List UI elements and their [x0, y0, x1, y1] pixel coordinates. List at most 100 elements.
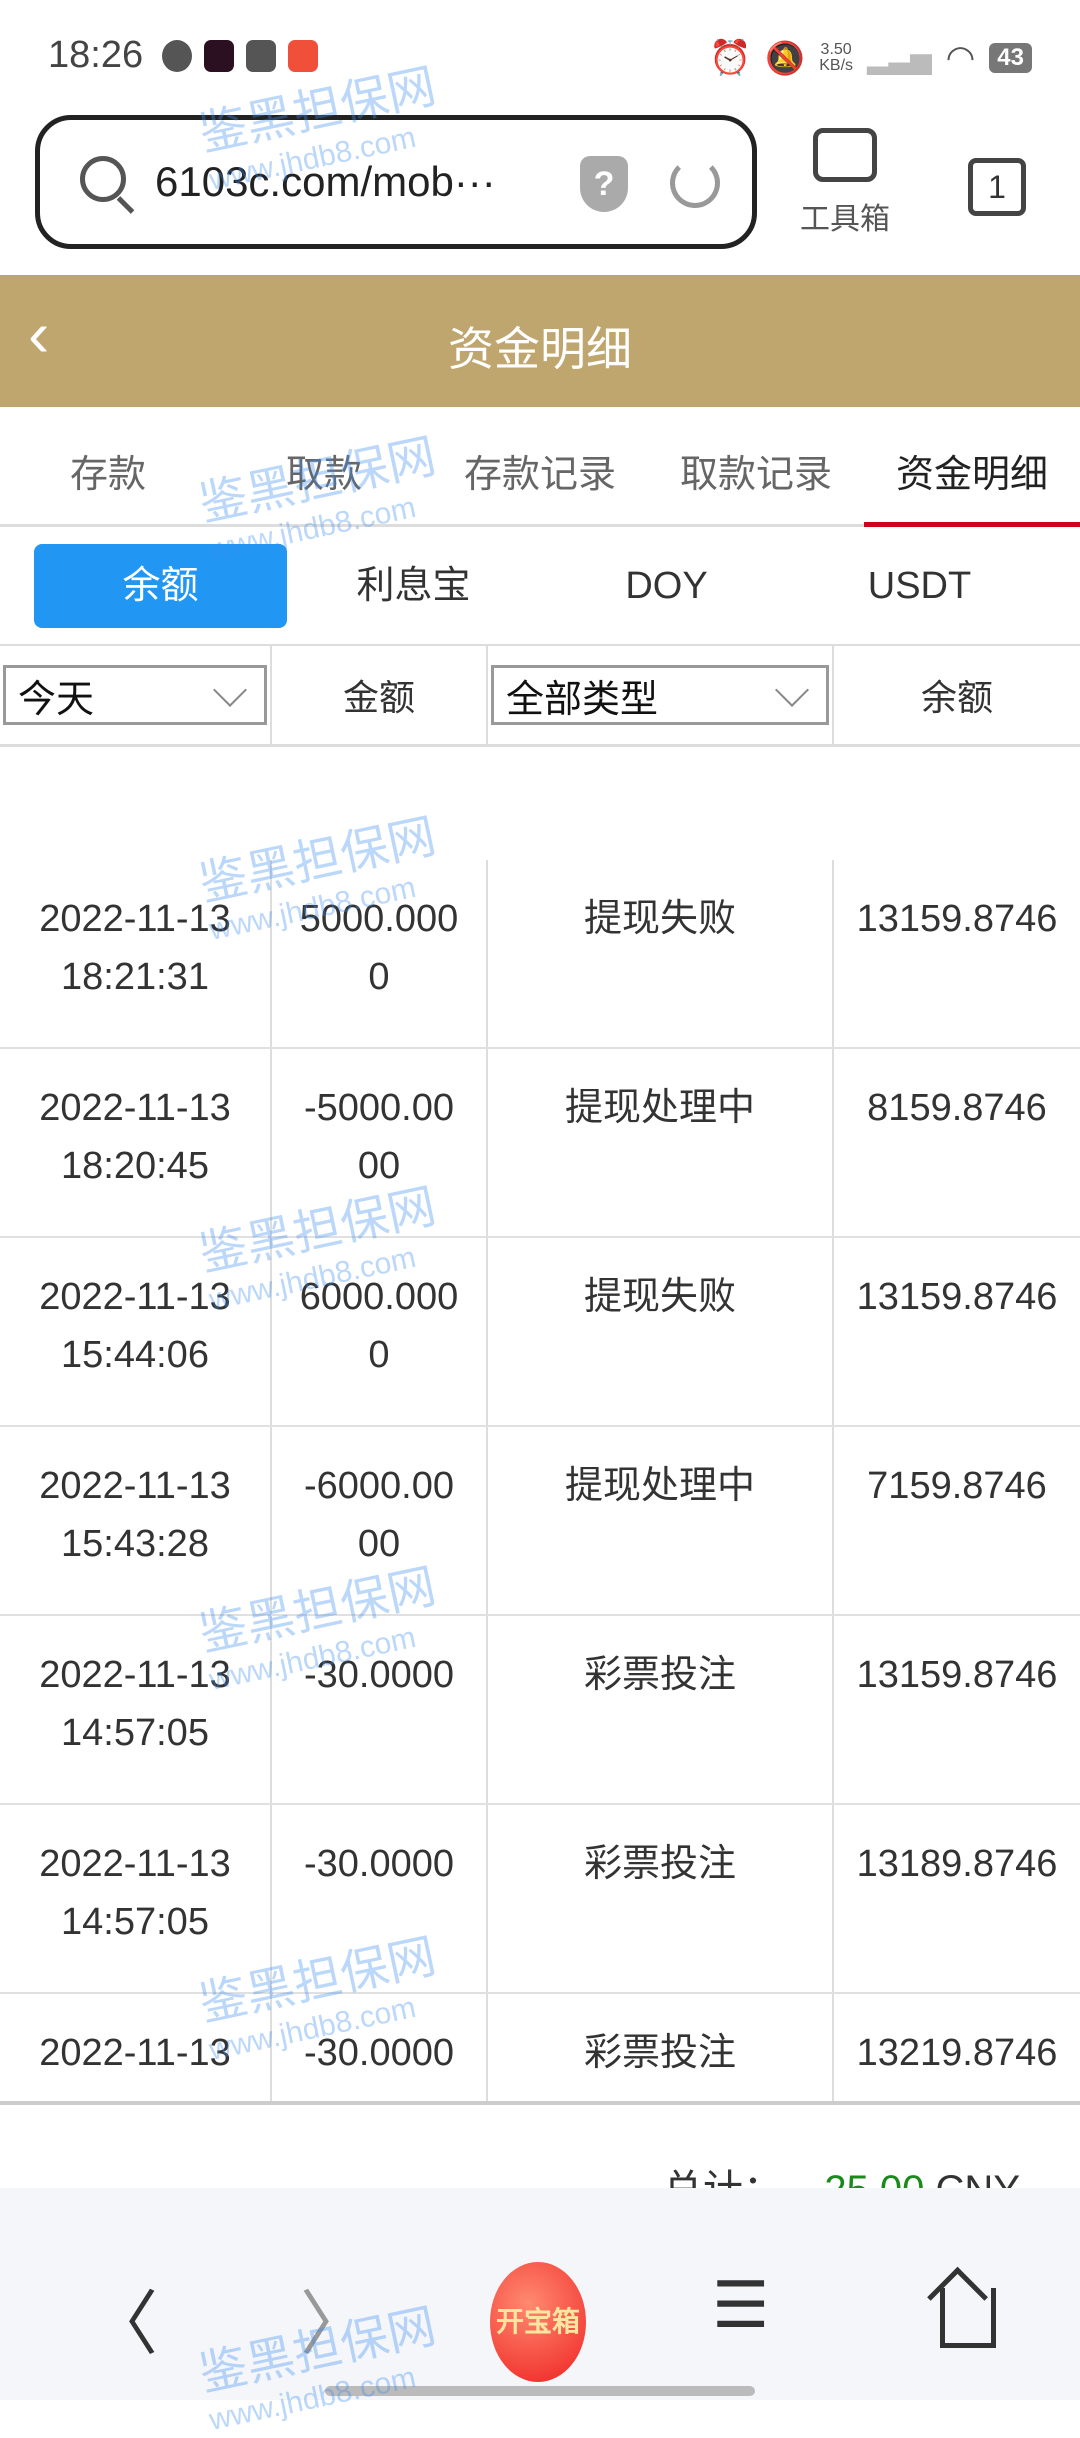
record-datetime: 2022-11-13 14:57:05 — [0, 1616, 272, 1803]
security-shield-icon[interactable]: ? — [580, 156, 628, 212]
record-datetime: 2022-11-13 — [0, 1994, 272, 2101]
table-row: 2022-11-13 15:43:28 -6000.0000 提现处理中 7159… — [0, 1427, 1080, 1616]
type-select[interactable]: 全部类型 — [491, 665, 829, 725]
record-date: 2022-11-13 — [39, 1087, 231, 1129]
notification-icons — [162, 40, 318, 72]
speed-icon — [162, 40, 192, 72]
home-icon[interactable] — [940, 2288, 996, 2348]
record-type: 提现失败 — [488, 1238, 834, 1425]
record-date: 2022-11-13 — [39, 1465, 231, 1507]
record-date: 2022-11-13 — [39, 1654, 231, 1696]
record-amount: 5000.0000 — [299, 898, 459, 998]
chevron-down-icon — [775, 673, 809, 707]
record-amount-cell: -30.0000 — [272, 1805, 488, 1992]
record-amount: -30.0000 — [303, 1843, 454, 1885]
record-balance: 13189.8746 — [856, 1843, 1058, 1885]
record-balance: 13219.8746 — [856, 2032, 1058, 2074]
record-balance: 8159.8746 — [867, 1087, 1047, 1129]
subtab-interest[interactable]: 利息宝 — [356, 564, 471, 607]
date-select[interactable]: 今天 — [3, 665, 267, 725]
record-datetime: 2022-11-13 18:20:45 — [0, 1049, 272, 1236]
record-datetime: 2022-11-13 18:21:31 — [0, 860, 272, 1047]
table-row: 2022-11-13 14:57:05 -30.0000 彩票投注 13189.8… — [0, 1805, 1080, 1994]
app-icon — [288, 40, 318, 72]
record-time: 18:20:45 — [61, 1145, 209, 1187]
record-time: 15:44:06 — [61, 1334, 209, 1376]
mute-icon: 🔕 — [765, 40, 806, 76]
status-bar: 18:26 ⏰ 🔕 3.50 KB/s ▂▃▅ ◠ 43 — [0, 0, 1080, 110]
system-icons: ⏰ 🔕 3.50 KB/s ▂▃▅ ◠ 43 — [709, 38, 1032, 78]
record-amount-cell: 5000.0000 — [272, 860, 488, 1047]
record-type: 彩票投注 — [488, 1805, 834, 1992]
tab-withdraw-records[interactable]: 取款记录 — [679, 454, 832, 496]
record-amount-cell: -6000.0000 — [272, 1427, 488, 1614]
record-amount: -5000.0000 — [303, 1087, 454, 1187]
date-select-value: 今天 — [18, 678, 95, 721]
record-type: 彩票投注 — [488, 1994, 834, 2101]
forward-nav-icon[interactable]: 〉 — [300, 2285, 370, 2363]
type-select-value: 全部类型 — [506, 678, 659, 721]
record-datetime: 2022-11-13 15:43:28 — [0, 1427, 272, 1614]
net-speed: 3.50 — [820, 41, 852, 58]
total-summary: 总计：-25.00 CNY — [0, 2101, 1080, 2212]
record-type: 提现处理中 — [488, 1427, 834, 1614]
record-balance: 7159.8746 — [867, 1465, 1047, 1507]
tab-deposit-records[interactable]: 存款记录 — [463, 454, 616, 496]
search-icon — [80, 156, 126, 202]
record-balance: 13159.8746 — [856, 898, 1058, 940]
record-date: 2022-11-13 — [39, 2032, 231, 2074]
signal-icon: ▂▃▅ — [867, 42, 932, 74]
url-text[interactable]: 6103c.com/mob··· — [155, 158, 496, 205]
tiktok-icon — [204, 40, 234, 72]
table-row: 2022-11-13 -30.0000 彩票投注 13219.8746 — [0, 1994, 1080, 2101]
wallet-tabs: 余额 利息宝 DOY USDT — [0, 527, 1080, 646]
table-row: 2022-11-13 15:44:06 6000.0000 提现失败 13159.… — [0, 1238, 1080, 1427]
tab-fund-details[interactable]: 资金明细 — [864, 407, 1080, 527]
subtab-usdt[interactable]: USDT — [867, 564, 972, 607]
record-time: 18:21:31 — [61, 956, 209, 998]
main-tabs: 存款 取款 存款记录 取款记录 资金明细 — [0, 407, 1080, 527]
page-header: ‹ 资金明细 — [0, 275, 1080, 407]
record-type: 提现失败 — [488, 860, 834, 1047]
record-time: 14:57:05 — [61, 1901, 209, 1943]
tab-withdraw[interactable]: 取款 — [285, 454, 362, 496]
music-icon — [246, 40, 276, 72]
record-balance: 13159.8746 — [856, 1654, 1058, 1696]
record-datetime: 2022-11-13 15:44:06 — [0, 1238, 272, 1425]
tab-deposit[interactable]: 存款 — [69, 454, 146, 496]
status-time: 18:26 — [48, 34, 144, 76]
record-amount: 6000.0000 — [299, 1276, 459, 1376]
address-bar[interactable]: 6103c.com/mob··· ? — [35, 115, 757, 249]
record-date: 2022-11-13 — [39, 898, 231, 940]
battery-level: 43 — [989, 43, 1032, 73]
amount-header: 金额 — [272, 646, 488, 744]
record-datetime: 2022-11-13 14:57:05 — [0, 1805, 272, 1992]
toolbox-icon — [813, 128, 877, 182]
toolbox-button[interactable]: 工具箱 — [790, 128, 900, 238]
page-title: 资金明细 — [448, 323, 632, 375]
back-icon[interactable]: ‹ — [28, 298, 50, 370]
subtab-doy[interactable]: DOY — [625, 564, 708, 607]
treasure-box-button[interactable]: 开宝箱 — [490, 2262, 586, 2382]
chevron-down-icon — [213, 673, 247, 707]
record-time: 14:57:05 — [61, 1712, 209, 1754]
records-table: 2022-11-13 18:21:31 5000.0000 提现失败 13159.… — [0, 860, 1080, 2101]
balance-header: 余额 — [920, 677, 993, 718]
reload-icon[interactable] — [670, 158, 720, 208]
menu-icon[interactable]: ☰ — [712, 2269, 770, 2341]
record-balance: 13159.8746 — [856, 1276, 1058, 1318]
record-time: 15:43:28 — [61, 1523, 209, 1565]
record-amount-cell: -5000.0000 — [272, 1049, 488, 1236]
record-amount-cell: -30.0000 — [272, 1994, 488, 2101]
alarm-icon: ⏰ — [709, 39, 752, 77]
record-date: 2022-11-13 — [39, 1843, 231, 1885]
tab-count-button[interactable]: 1 — [968, 158, 1026, 216]
record-amount: -6000.0000 — [303, 1465, 454, 1565]
subtab-balance[interactable]: 余额 — [34, 543, 287, 628]
table-row: 2022-11-13 14:57:05 -30.0000 彩票投注 13159.8… — [0, 1616, 1080, 1805]
record-amount: -30.0000 — [303, 1654, 454, 1696]
toolbox-label: 工具箱 — [800, 203, 890, 236]
table-row: 2022-11-13 18:21:31 5000.0000 提现失败 13159.… — [0, 860, 1080, 1049]
back-nav-icon[interactable]: 〈 — [88, 2285, 158, 2363]
record-amount-cell: -30.0000 — [272, 1616, 488, 1803]
